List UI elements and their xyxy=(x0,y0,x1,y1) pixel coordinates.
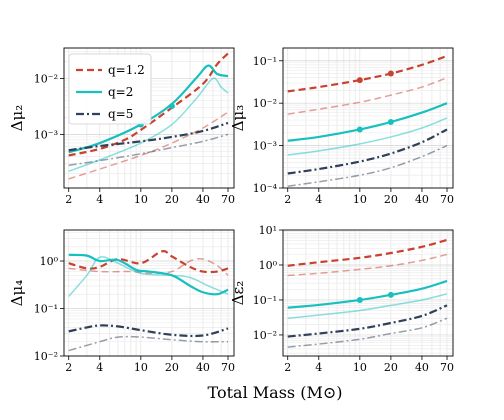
y-tick-label: 10⁻² xyxy=(34,72,58,85)
series-line-q12-bold xyxy=(287,54,448,93)
x-tick-label: 20 xyxy=(165,193,179,206)
x-tick-label: 4 xyxy=(96,193,103,206)
data-point xyxy=(356,296,363,303)
y-axis-label: Δμ₃ xyxy=(229,105,247,132)
y-tick-label: 10⁻³ xyxy=(253,140,277,153)
y-axis-label: Δμ₄ xyxy=(8,280,26,307)
series-line-q5-bold xyxy=(287,304,448,338)
panel-2: 2 4 10 20 40 70 10⁻⁴ 10⁻³ 10⁻² 10⁻¹ Δμ₃ xyxy=(229,47,454,206)
y-tick-label: 10⁻¹ xyxy=(253,55,277,68)
panel-4: 2 4 10 20 40 70 10⁻² 10⁻¹ 10⁰ 10¹ Δε₂ xyxy=(229,224,454,374)
series-line-q12-light xyxy=(287,76,448,115)
data-point xyxy=(168,103,175,110)
series-line-q5-light xyxy=(68,133,229,167)
series-line-q12-light xyxy=(287,253,448,277)
x-tick-label: 10 xyxy=(134,193,148,206)
y-tick-label: 10⁻¹ xyxy=(253,294,277,307)
x-axis-label: Total Mass (M⊙) xyxy=(208,383,343,402)
series-line-q5-light xyxy=(68,335,229,352)
panel-3: 2 4 10 20 40 70 10⁻² 10⁻¹ 10⁰ Δμ₄ xyxy=(8,229,235,374)
plot-frame xyxy=(282,47,454,189)
series-line-q5-bold xyxy=(68,324,229,338)
series-line-q2-bold xyxy=(287,102,448,142)
x-tick-label: 70 xyxy=(440,193,454,206)
series-line-q2-light xyxy=(68,77,229,172)
x-tick-label: 20 xyxy=(384,193,398,206)
legend-label: q=2 xyxy=(108,85,133,99)
series-line-q12-bold xyxy=(287,238,448,267)
x-tick-label: 2 xyxy=(65,193,72,206)
series-line-q5-light xyxy=(287,144,448,187)
x-tick-label: 4 xyxy=(315,361,322,374)
series-line-q2-bold xyxy=(287,279,448,309)
data-point xyxy=(387,70,394,77)
x-tick-label: 2 xyxy=(65,361,72,374)
series-line-q12-bold xyxy=(68,52,229,157)
series-line-q5-light xyxy=(287,317,448,348)
x-tick-label: 70 xyxy=(221,361,235,374)
legend-label: q=1.2 xyxy=(108,63,145,77)
y-tick-label: 10⁻² xyxy=(34,350,58,363)
x-tick-label: 40 xyxy=(196,361,210,374)
data-point xyxy=(356,126,363,133)
data-point xyxy=(356,77,363,84)
y-axis-label: Δε₂ xyxy=(229,281,247,306)
series-line-q5-bold xyxy=(68,121,229,152)
plot-frame xyxy=(63,229,235,357)
y-tick-label: 10¹ xyxy=(259,224,277,237)
y-axis-label: Δμ₂ xyxy=(8,105,26,132)
legend: q=1.2 q=2 q=5 xyxy=(68,53,152,125)
y-tick-label: 10⁻¹ xyxy=(34,303,58,316)
x-tick-label: 10 xyxy=(134,361,148,374)
x-tick-label: 10 xyxy=(353,193,367,206)
data-point xyxy=(387,118,394,125)
x-tick-label: 2 xyxy=(284,361,291,374)
series-line-q12-light xyxy=(68,111,229,180)
y-tick-label: 10⁻⁴ xyxy=(253,182,278,195)
series-line-q2-light xyxy=(287,293,448,319)
series-line-q12-light xyxy=(68,257,229,276)
x-tick-label: 40 xyxy=(415,193,429,206)
x-tick-label: 40 xyxy=(415,361,429,374)
x-tick-label: 20 xyxy=(165,361,179,374)
y-tick-label: 10⁻² xyxy=(253,329,277,342)
series-line-q2-light xyxy=(68,256,229,297)
series-line-q12-bold xyxy=(68,250,229,274)
legend-label: q=5 xyxy=(108,107,133,121)
x-tick-label: 70 xyxy=(221,193,235,206)
y-tick-label: 10⁻³ xyxy=(34,128,58,141)
y-tick-label: 10⁻² xyxy=(253,97,277,110)
x-tick-label: 40 xyxy=(196,193,210,206)
series-line-q5-bold xyxy=(287,128,448,175)
plot-frame xyxy=(282,229,454,357)
series-line-q2-bold xyxy=(68,64,229,154)
plot-frame xyxy=(63,47,235,189)
x-tick-label: 20 xyxy=(384,361,398,374)
legend-box xyxy=(68,53,152,125)
x-tick-label: 10 xyxy=(353,361,367,374)
x-tick-label: 4 xyxy=(96,361,103,374)
x-tick-label: 2 xyxy=(284,193,291,206)
data-point xyxy=(387,291,394,298)
x-tick-label: 70 xyxy=(440,361,454,374)
y-tick-label: 10⁰ xyxy=(259,259,278,272)
y-tick-label: 10⁰ xyxy=(40,255,59,268)
x-tick-label: 4 xyxy=(315,193,322,206)
series-line-q2-light xyxy=(287,117,448,156)
